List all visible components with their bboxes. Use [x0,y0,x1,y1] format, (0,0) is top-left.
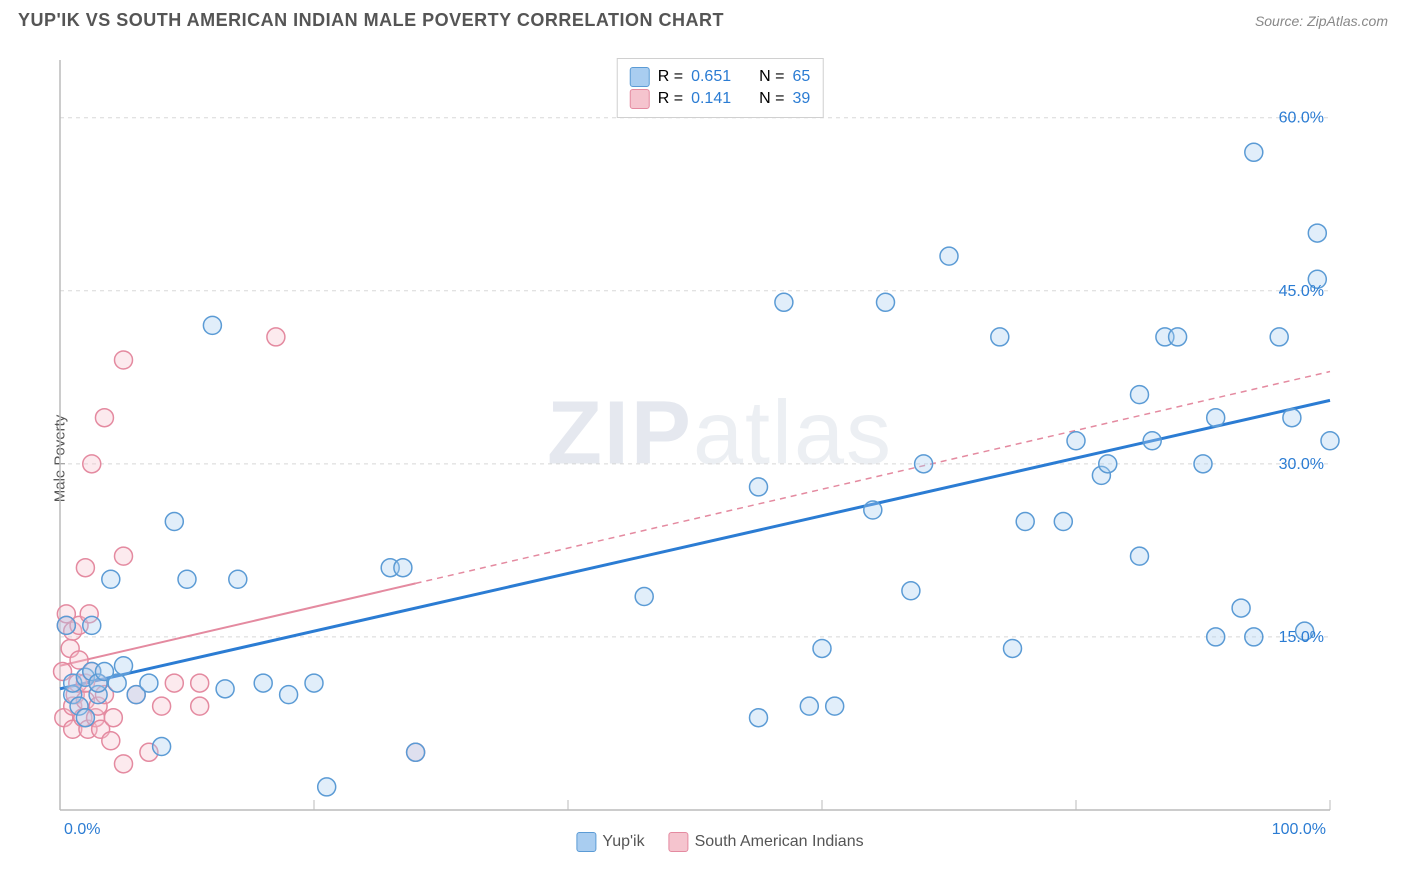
point-Yup'ik [83,616,101,634]
trendline-South American Indians [60,583,416,665]
legend-series-label: Yup'ik [602,833,644,850]
legend-series-item: Yup'ik [576,832,644,852]
legend-correlation-row: R = 0.651 N = 65 [630,67,811,87]
point-Yup'ik [775,293,793,311]
point-Yup'ik [1016,513,1034,531]
point-Yup'ik [407,743,425,761]
stat-r-value: 0.141 [691,90,731,108]
point-Yup'ik [1131,386,1149,404]
point-South American Indians [191,697,209,715]
point-Yup'ik [165,513,183,531]
point-Yup'ik [394,559,412,577]
point-Yup'ik [216,680,234,698]
point-Yup'ik [1131,547,1149,565]
point-Yup'ik [1004,639,1022,657]
legend-correlation: R = 0.651 N = 65 R = 0.141 N = 39 [617,58,824,118]
point-Yup'ik [1143,432,1161,450]
stat-n-value: 65 [792,68,810,86]
stat-n-label: N = [759,68,784,86]
point-South American Indians [191,674,209,692]
point-Yup'ik [108,674,126,692]
trendline-Yup'ik [60,400,1330,688]
point-South American Indians [267,328,285,346]
legend-series-label: South American Indians [695,833,864,850]
point-Yup'ik [1169,328,1187,346]
legend-series-item: South American Indians [669,832,864,852]
scatter-plot: 15.0% 30.0% 45.0% 60.0% 0.0% 100.0% [50,50,1390,850]
trendline-South American Indians-dashed [416,372,1330,584]
source-label: Source: ZipAtlas.com [1255,13,1388,29]
point-Yup'ik [102,570,120,588]
point-Yup'ik [877,293,895,311]
point-Yup'ik [826,697,844,715]
stat-r-value: 0.651 [691,68,731,86]
point-Yup'ik [1054,513,1072,531]
legend-swatch [630,89,650,109]
point-Yup'ik [1207,628,1225,646]
point-Yup'ik [915,455,933,473]
x-tick-label: 100.0% [1272,821,1326,838]
point-Yup'ik [76,709,94,727]
point-Yup'ik [991,328,1009,346]
point-South American Indians [83,455,101,473]
point-Yup'ik [153,738,171,756]
point-Yup'ik [902,582,920,600]
point-Yup'ik [1099,455,1117,473]
point-Yup'ik [750,709,768,727]
point-Yup'ik [750,478,768,496]
point-Yup'ik [1270,328,1288,346]
legend-swatch [576,832,596,852]
point-Yup'ik [813,639,831,657]
point-Yup'ik [115,657,133,675]
point-South American Indians [102,732,120,750]
point-Yup'ik [635,588,653,606]
stat-n-value: 39 [792,90,810,108]
point-Yup'ik [1232,599,1250,617]
point-South American Indians [76,559,94,577]
point-Yup'ik [1308,224,1326,242]
point-Yup'ik [864,501,882,519]
legend-swatch [669,832,689,852]
point-Yup'ik [1283,409,1301,427]
point-Yup'ik [229,570,247,588]
point-South American Indians [115,547,133,565]
point-South American Indians [115,351,133,369]
legend-swatch [630,67,650,87]
stat-r-label: R = [658,90,683,108]
point-Yup'ik [318,778,336,796]
point-Yup'ik [1194,455,1212,473]
y-tick-label: 45.0% [1279,283,1324,300]
point-Yup'ik [800,697,818,715]
x-tick-label: 0.0% [64,821,100,838]
title-bar: YUP'IK VS SOUTH AMERICAN INDIAN MALE POV… [0,0,1406,37]
point-Yup'ik [1207,409,1225,427]
point-South American Indians [165,674,183,692]
point-Yup'ik [1321,432,1339,450]
point-South American Indians [95,409,113,427]
point-South American Indians [153,697,171,715]
point-Yup'ik [57,616,75,634]
point-Yup'ik [140,674,158,692]
chart-area: Male Poverty ZIPatlas 15.0%30.0%45.0%60.… [50,50,1390,850]
stat-r-label: R = [658,68,683,86]
y-tick-label: 15.0% [1279,629,1324,646]
point-Yup'ik [254,674,272,692]
point-Yup'ik [305,674,323,692]
point-Yup'ik [203,316,221,334]
point-Yup'ik [178,570,196,588]
point-Yup'ik [940,247,958,265]
point-Yup'ik [1245,143,1263,161]
y-tick-label: 60.0% [1279,110,1324,127]
stat-n-label: N = [759,90,784,108]
legend-series: Yup'ik South American Indians [576,832,863,852]
point-Yup'ik [280,686,298,704]
chart-title: YUP'IK VS SOUTH AMERICAN INDIAN MALE POV… [18,10,724,31]
legend-correlation-row: R = 0.141 N = 39 [630,89,811,109]
y-tick-label: 30.0% [1279,456,1324,473]
point-Yup'ik [1245,628,1263,646]
point-South American Indians [115,755,133,773]
point-South American Indians [104,709,122,727]
point-Yup'ik [1067,432,1085,450]
